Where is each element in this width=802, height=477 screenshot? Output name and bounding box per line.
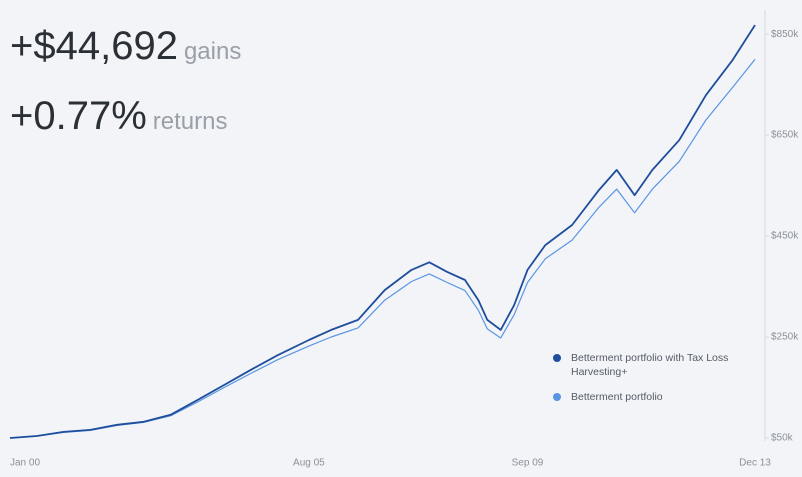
y-tick-label: $250k bbox=[771, 332, 799, 343]
stat-label: gains bbox=[183, 38, 242, 65]
x-tick-label: Sep 09 bbox=[512, 458, 544, 469]
x-tick-label: Aug 05 bbox=[293, 458, 325, 469]
stat-value: +$44,692 bbox=[10, 24, 178, 68]
y-tick-label: $650k bbox=[771, 130, 799, 141]
y-tick-label: $450k bbox=[771, 231, 799, 242]
series-line bbox=[9, 24, 756, 439]
stat: +0.77% returns bbox=[10, 94, 227, 139]
legend-entry: Betterment portfolio bbox=[551, 390, 741, 404]
legend-label: Betterment portfolio with Tax Loss Harve… bbox=[571, 352, 729, 378]
y-tick-label: $50k bbox=[771, 433, 794, 444]
stat: +$44,692 gains bbox=[10, 24, 241, 69]
x-tick-label: Jan 00 bbox=[10, 458, 40, 469]
legend-swatch bbox=[553, 393, 561, 401]
y-tick-label: $850k bbox=[771, 29, 799, 40]
stat-value: +0.77% bbox=[10, 94, 147, 138]
legend-entry: Betterment portfolio with Tax Loss Harve… bbox=[551, 351, 741, 379]
x-tick-label: Dec 13 bbox=[739, 458, 771, 469]
stat-label: returns bbox=[152, 108, 228, 135]
legend-swatch bbox=[553, 354, 561, 362]
legend-label: Betterment portfolio bbox=[571, 391, 663, 403]
